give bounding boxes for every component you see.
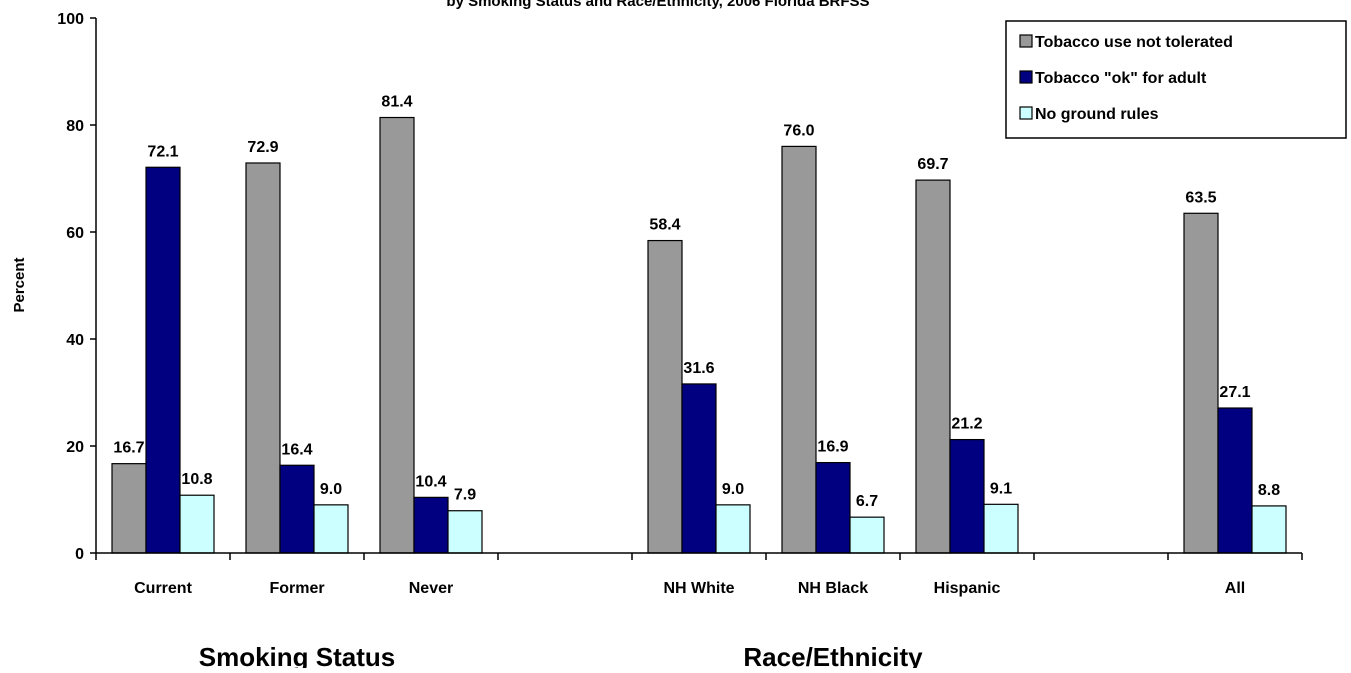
y-tick-label: 80: [66, 118, 84, 135]
data-label: 21.2: [951, 416, 982, 433]
data-label: 63.5: [1185, 189, 1216, 206]
bar: [915, 179, 951, 554]
data-label: 27.1: [1219, 384, 1250, 401]
bar: [715, 504, 751, 554]
data-label: 76.0: [783, 122, 814, 139]
bar: [179, 494, 215, 554]
bar: [647, 239, 683, 554]
legend-box: [1005, 20, 1347, 139]
y-tick-label: 60: [66, 225, 84, 242]
bar: [849, 516, 885, 554]
x-tick-label: All: [1225, 580, 1245, 597]
data-label: 72.9: [247, 139, 278, 156]
group-label: Smoking Status: [199, 642, 395, 668]
bar: [1251, 505, 1287, 554]
legend-label: Tobacco use not tolerated: [1035, 34, 1233, 51]
data-label: 58.4: [649, 217, 680, 234]
x-tick-label: Hispanic: [934, 580, 1001, 597]
bar: [781, 145, 817, 554]
bar: [681, 383, 717, 554]
bar: [983, 503, 1019, 554]
bar: [413, 496, 449, 554]
y-tick-label: 20: [66, 439, 84, 456]
data-label: 81.4: [381, 94, 412, 111]
legend-label: No ground rules: [1035, 106, 1159, 123]
legend-swatch: [1019, 70, 1033, 84]
legend-label: Tobacco "ok" for adult: [1035, 70, 1207, 87]
bar: [1217, 407, 1253, 554]
x-tick-label: Never: [409, 580, 453, 597]
bar: [379, 116, 415, 554]
data-label: 69.7: [917, 156, 948, 173]
y-tick-label: 0: [75, 546, 84, 563]
legend-swatch: [1019, 34, 1033, 48]
data-label: 10.4: [415, 473, 446, 490]
bar: [279, 464, 315, 554]
data-label: 6.7: [856, 493, 878, 510]
data-label: 72.1: [147, 143, 178, 160]
bar: [145, 166, 181, 554]
data-label: 9.0: [320, 481, 342, 498]
bar: [815, 461, 851, 554]
data-label: 7.9: [454, 487, 476, 504]
data-label: 31.6: [683, 360, 714, 377]
chart-title: by Smoking Status and Race/Ethnicity, 20…: [446, 0, 869, 10]
bar: [447, 510, 483, 554]
x-tick-label: NH Black: [798, 580, 868, 597]
bar: [313, 504, 349, 554]
y-axis-label: Percent: [11, 257, 28, 312]
data-label: 8.8: [1258, 482, 1280, 499]
x-tick-label: Former: [269, 580, 324, 597]
bar: [111, 463, 147, 554]
bar: [949, 438, 985, 554]
y-tick-label: 100: [57, 11, 84, 28]
y-tick-label: 40: [66, 332, 84, 349]
data-label: 10.8: [181, 471, 212, 488]
data-label: 9.1: [990, 480, 1012, 497]
group-label: Race/Ethnicity: [743, 642, 923, 668]
x-tick-label: NH White: [663, 580, 734, 597]
x-tick-label: Current: [134, 580, 192, 597]
bar: [1183, 212, 1219, 554]
data-label: 9.0: [722, 481, 744, 498]
data-label: 16.4: [281, 441, 312, 458]
data-label: 16.9: [817, 439, 848, 456]
legend-swatch: [1019, 106, 1033, 120]
bar: [245, 162, 281, 554]
data-label: 16.7: [113, 440, 144, 457]
